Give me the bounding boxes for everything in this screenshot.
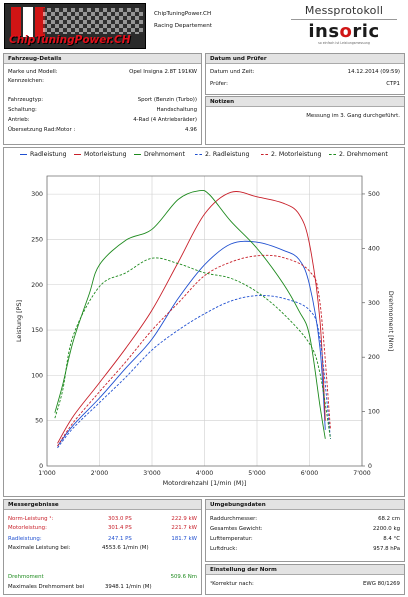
notes-text: Messung im 3. Gang durchgeführt. bbox=[306, 113, 400, 119]
series-line bbox=[54, 257, 331, 439]
x-tick-label: 7'000 bbox=[353, 470, 371, 477]
env-row: Raddurchmesser: 68.2 cm bbox=[210, 516, 400, 522]
brand-tagline: so einfach ist Leistungsmessung bbox=[318, 41, 370, 45]
y-left-tick-label: 50 bbox=[35, 418, 43, 425]
flag-icon bbox=[11, 7, 21, 37]
env-row: Lufttemperatur: 8.4 °C bbox=[210, 536, 400, 542]
inspector-row: Prüfer: CTP1 bbox=[210, 81, 400, 87]
y-right-tick-label: 500 bbox=[368, 191, 380, 198]
x-tick-label: 3'000 bbox=[143, 470, 161, 477]
vehicle-row: Antrieb: 4-Rad (4 Antriebsräder) bbox=[8, 117, 197, 123]
x-axis-title: Motordrehzahl [1/min (M)] bbox=[163, 479, 247, 487]
result-row: Maximale Leistung bei: 4553.6 1/min (M) bbox=[8, 545, 149, 551]
panel-title: Umgebungsdaten bbox=[206, 500, 404, 510]
plot-frame bbox=[46, 175, 363, 467]
vehicle-row: Kennzeichen: bbox=[8, 78, 44, 84]
dyno-chart: Radleistung Motorleistung Drehmoment 2. … bbox=[3, 147, 405, 497]
company-info: ChipTuningPower.CH Racing Departement bbox=[154, 8, 212, 32]
series-line bbox=[57, 295, 331, 449]
torque-row: Drehmoment 509.6 Nm bbox=[8, 574, 197, 580]
date-row: Datum und Zeit: 14.12.2014 (09:59) bbox=[210, 69, 400, 75]
torque-at-row: Maximales Drehmoment bei 3948.1 1/min (M) bbox=[8, 584, 152, 590]
y-left-tick-label: 100 bbox=[31, 372, 43, 379]
x-tick-label: 1'000 bbox=[38, 470, 56, 477]
y-right-tick-label: 200 bbox=[368, 354, 380, 361]
result-row: Norm-Leistung ¹: 303.0 PS 222.9 kW bbox=[8, 516, 197, 522]
y-right-tick-label: 400 bbox=[368, 245, 380, 252]
chart-plot: 1'000 2'000 3'000 4'000 5'000 6'000 7'00005010… bbox=[15, 175, 395, 487]
date-inspector-panel: Datum und Prüfer Datum und Zeit: 14.12.20… bbox=[205, 53, 405, 95]
legend-item: Drehmoment bbox=[134, 151, 185, 158]
x-tick-label: 4'000 bbox=[196, 470, 214, 477]
y-right-tick-label: 100 bbox=[368, 409, 380, 416]
company-logo: ChipTuningPower.CH bbox=[4, 3, 146, 49]
y-right-tick-label: 0 bbox=[368, 463, 372, 470]
results-panel: Messergebnisse Norm-Leistung ¹: 303.0 PS 2… bbox=[3, 499, 202, 595]
x-tick-label: 2'000 bbox=[91, 470, 109, 477]
norm-panel: Einstellung der Norm ¹Korrektur nach: EWG… bbox=[205, 564, 405, 595]
insoric-logo: insoric bbox=[308, 21, 380, 42]
y-left-tick-label: 300 bbox=[31, 191, 43, 198]
panel-title: Einstellung der Norm bbox=[206, 565, 404, 575]
notes-panel: Notizen Messung im 3. Gang durchgeführt. bbox=[205, 96, 405, 145]
y-left-tick-label: 0 bbox=[39, 463, 43, 470]
divider bbox=[291, 19, 397, 20]
series-line bbox=[57, 191, 326, 444]
protocol-title: Messprotokoll bbox=[304, 4, 384, 17]
series-line bbox=[57, 254, 331, 447]
y-left-tick-label: 250 bbox=[31, 236, 43, 243]
panel-title: Datum und Prüfer bbox=[206, 54, 404, 64]
vehicle-row: Marke und Modell: Opel Insigna 2.8T 191KW bbox=[8, 69, 197, 75]
x-tick-label: 5'000 bbox=[248, 470, 266, 477]
panel-title: Messergebnisse bbox=[4, 500, 201, 510]
flag-icon bbox=[23, 7, 33, 37]
y-left-tick-label: 200 bbox=[31, 282, 43, 289]
flag-icon bbox=[35, 7, 45, 37]
protocol-header: Messprotokoll insoric so einfach ist Lei… bbox=[285, 4, 403, 45]
panel-title: Fahrzeug-Details bbox=[4, 54, 201, 64]
environment-panel: Umgebungsdaten Raddurchmesser: 68.2 cm Ge… bbox=[205, 499, 405, 562]
env-row: Luftdruck: 957.8 hPa bbox=[210, 546, 400, 552]
legend-item: 2. Motorleistung bbox=[261, 151, 321, 158]
company-department: Racing Departement bbox=[154, 23, 212, 29]
x-tick-label: 6'000 bbox=[301, 470, 319, 477]
legend-item: Motorleistung bbox=[74, 151, 127, 158]
env-row: Gesamtes Gewicht: 2200.0 kg bbox=[210, 526, 400, 532]
checkered-flag-icon bbox=[43, 8, 143, 34]
y-right-axis-title: Drehmoment [Nm] bbox=[387, 291, 395, 351]
result-row: Radleistung: 247.1 PS 181.7 kW bbox=[8, 536, 197, 542]
report-header: ChipTuningPower.CH ChipTuningPower.CH Ra… bbox=[0, 0, 408, 50]
legend-item: 2. Drehmoment bbox=[329, 151, 388, 158]
norm-row: ¹Korrektur nach: EWG 80/1269 bbox=[210, 581, 400, 587]
legend-item: Radleistung bbox=[20, 151, 67, 158]
result-row: Motorleistung: 301.4 PS 221.7 kW bbox=[8, 525, 197, 531]
vehicle-row: Fahrzeugtyp: Sport (Benzin (Turbo)) bbox=[8, 97, 197, 103]
series-line bbox=[54, 189, 326, 439]
chart-legend: Radleistung Motorleistung Drehmoment 2. … bbox=[4, 151, 404, 160]
vehicle-details-panel: Fahrzeug-Details Marke und Modell: Opel I… bbox=[3, 53, 202, 145]
y-left-axis-title: Leistung [PS] bbox=[15, 300, 23, 342]
company-name: ChipTuningPower.CH bbox=[154, 11, 212, 17]
legend-item: 2. Radleistung bbox=[195, 151, 249, 158]
panel-title: Notizen bbox=[206, 97, 404, 107]
y-left-tick-label: 150 bbox=[31, 327, 43, 334]
vehicle-row: Übersetzung Rad:Motor :4.96 bbox=[8, 127, 197, 133]
logo-text: ChipTuningPower.CH bbox=[9, 34, 131, 46]
vehicle-row: Schaltung: Handschaltung bbox=[8, 107, 197, 113]
y-right-tick-label: 300 bbox=[368, 300, 380, 307]
series-line bbox=[57, 240, 326, 447]
